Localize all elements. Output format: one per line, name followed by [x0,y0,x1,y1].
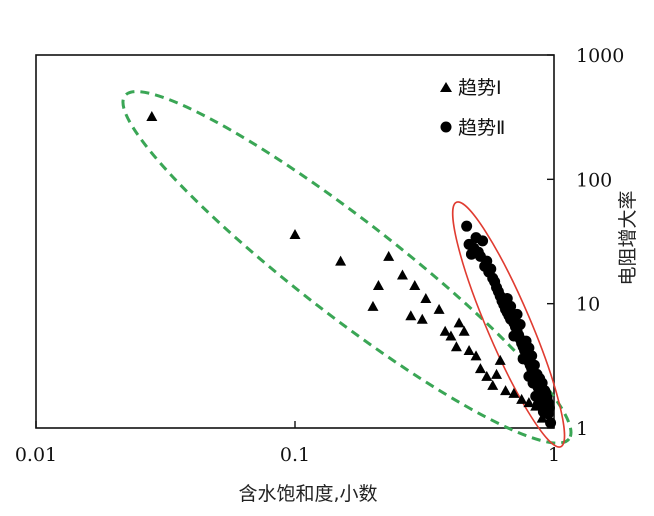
trend-2-point [526,350,538,362]
trend-1-point [536,412,548,423]
y-tick-label: 10 [576,294,600,316]
trend-1-point [523,397,535,408]
trend-1-point [416,313,428,324]
trend-1-point [409,279,421,290]
trend-1-point [516,393,528,404]
trend-2-point [465,248,477,260]
series-trend-1 [146,111,548,423]
trend-1-point [474,363,486,374]
trend-1-point [335,255,347,266]
trend-2-point [517,353,529,365]
trend-2-point [461,220,473,232]
trend-1-point [487,379,499,390]
trend-1-point [445,330,457,341]
series-trend-2 [461,220,557,429]
trend-1-point [491,368,503,379]
legend-marker-triangle [440,82,452,92]
trend-2-point [528,359,540,371]
trend-2-point [541,392,553,404]
trend-1-point [453,317,465,328]
y-axis-label: 电阻增大率 [617,190,639,285]
trend-1-point [500,385,512,396]
trend-1-point [367,300,379,311]
trend-1-envelope [121,90,573,445]
trend-envelopes [121,90,573,448]
trend-1-point [289,228,301,239]
trend-1-point [433,303,445,314]
trend-2-point [477,235,489,247]
trend-2-point [511,308,523,320]
y-tick-label: 100 [576,169,612,191]
trend-1-point [439,325,451,336]
trend-1-point [372,279,384,290]
trend-1-point [420,293,432,304]
y-tick-label: 1 [576,418,588,440]
trend-1-point [470,350,482,361]
trend-1-point [146,111,158,122]
x-tick-label: 1 [548,444,560,466]
trend-2-point [501,293,513,305]
trend-1-point [405,310,417,321]
x-tick-label: 0.01 [15,444,57,466]
x-axis-label: 含水饱和度,小数 [238,483,377,505]
trend-1-point [494,354,506,365]
trend-1-point [396,269,408,280]
trend-2-point [537,406,549,418]
legend-label-trend-1: 趋势Ⅰ [458,77,502,99]
x-tick-label: 0.1 [280,444,310,466]
trend-1-point [450,341,462,352]
legend: 趋势Ⅰ 趋势Ⅱ [440,77,505,139]
trend-1-point [481,370,493,381]
trend-1-point [463,345,475,356]
trend-1-point [458,325,470,336]
x-axis-ticks: 0.01 0.1 1 [15,421,560,466]
y-tick-label: 1000 [576,45,624,67]
trend-2-point [527,377,539,389]
legend-label-trend-2: 趋势Ⅱ [458,117,505,139]
trend-2-point [545,417,557,429]
trend-2-point [514,318,526,330]
trend-1-point [383,250,395,261]
legend-marker-circle [440,121,452,133]
y-axis-ticks: 1 10 100 1000 [547,45,624,440]
trend-2-point [508,330,520,342]
trend-1-point [508,387,520,398]
trend-2-envelope [451,201,566,448]
